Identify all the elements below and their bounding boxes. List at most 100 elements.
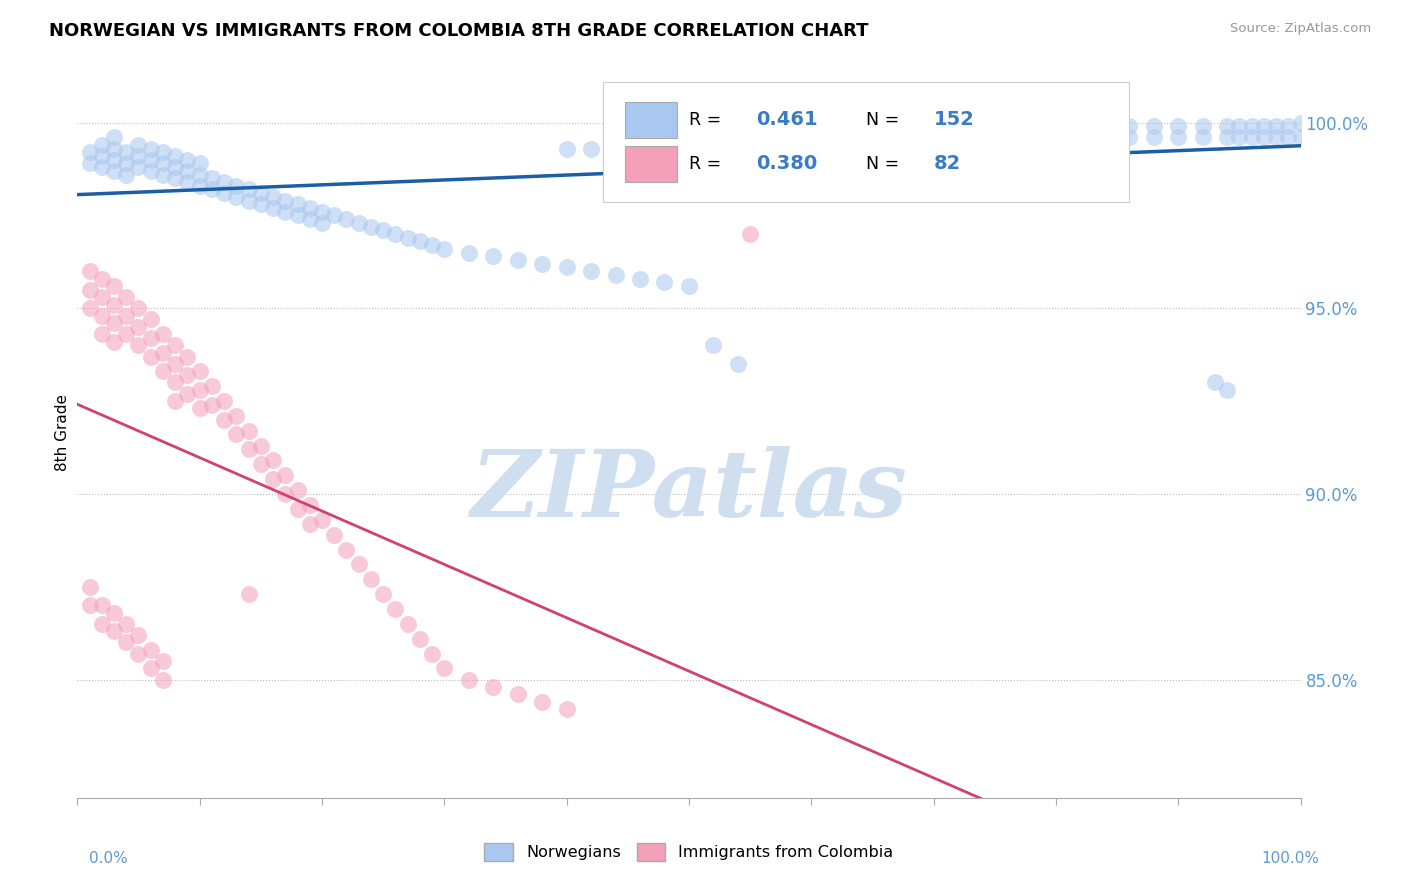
Text: NORWEGIAN VS IMMIGRANTS FROM COLOMBIA 8TH GRADE CORRELATION CHART: NORWEGIAN VS IMMIGRANTS FROM COLOMBIA 8T… [49,22,869,40]
Point [238,442,260,457]
Point [90,290,112,304]
Point [103,297,125,311]
Point [90,137,112,152]
Point [127,137,149,152]
Point [287,483,309,498]
Point [824,137,846,152]
Point [531,695,554,709]
Point [165,149,187,163]
Point [152,327,174,342]
Point [862,137,884,152]
Text: 82: 82 [934,154,960,173]
Point [1204,376,1226,390]
Point [972,130,994,145]
Point [262,201,284,215]
Point [1253,120,1275,134]
Point [1277,130,1299,145]
Point [751,127,773,141]
Point [188,156,211,170]
Point [922,137,945,152]
Point [262,472,284,486]
Point [482,680,505,694]
Point [176,153,198,167]
Point [824,123,846,137]
Point [287,208,309,222]
Point [396,230,419,244]
Point [188,401,211,416]
Point [238,424,260,438]
Point [262,453,284,467]
Text: R =: R = [689,111,727,129]
Point [250,439,273,453]
Point [274,468,297,483]
Point [115,327,138,342]
FancyBboxPatch shape [603,81,1129,202]
Point [555,142,578,156]
Point [824,130,846,145]
Point [862,123,884,137]
Point [311,216,333,230]
Text: N =: N = [866,155,905,173]
Point [849,130,872,145]
Text: 0.380: 0.380 [756,154,817,173]
Point [225,409,247,423]
Point [678,130,700,145]
Point [1069,130,1091,145]
Point [201,171,224,186]
Point [1216,130,1239,145]
Point [287,197,309,211]
Point [579,264,602,278]
Point [727,357,749,371]
Point [127,628,149,642]
Point [1118,130,1140,145]
Point [152,168,174,182]
Point [555,702,578,716]
Point [115,290,138,304]
Point [188,168,211,182]
Point [946,130,969,145]
Point [1143,120,1166,134]
Point [176,164,198,178]
Point [1118,120,1140,134]
Point [605,142,627,156]
Point [1240,130,1263,145]
Text: Source: ZipAtlas.com: Source: ZipAtlas.com [1230,22,1371,36]
Point [371,223,394,237]
Point [152,673,174,687]
Point [79,264,101,278]
Point [152,654,174,668]
Point [165,376,187,390]
Point [457,245,479,260]
Point [1216,120,1239,134]
Point [654,275,676,289]
Point [287,501,309,516]
Point [165,171,187,186]
Point [335,212,357,227]
Point [212,186,235,201]
Point [115,616,138,631]
Point [678,127,700,141]
Point [995,123,1018,137]
Point [79,599,101,613]
Point [79,156,101,170]
Point [1289,130,1312,145]
Text: N =: N = [866,111,905,129]
Point [800,123,823,137]
Point [298,516,321,531]
Point [1277,120,1299,134]
Point [139,331,162,345]
Point [1094,120,1116,134]
Point [115,156,138,170]
Point [1045,130,1067,145]
Point [79,145,101,160]
Point [188,178,211,193]
Point [1045,123,1067,137]
Point [250,457,273,471]
Point [654,142,676,156]
Point [212,412,235,426]
Point [176,350,198,364]
Point [212,394,235,409]
Point [1289,115,1312,129]
Point [250,186,273,201]
Point [946,137,969,152]
